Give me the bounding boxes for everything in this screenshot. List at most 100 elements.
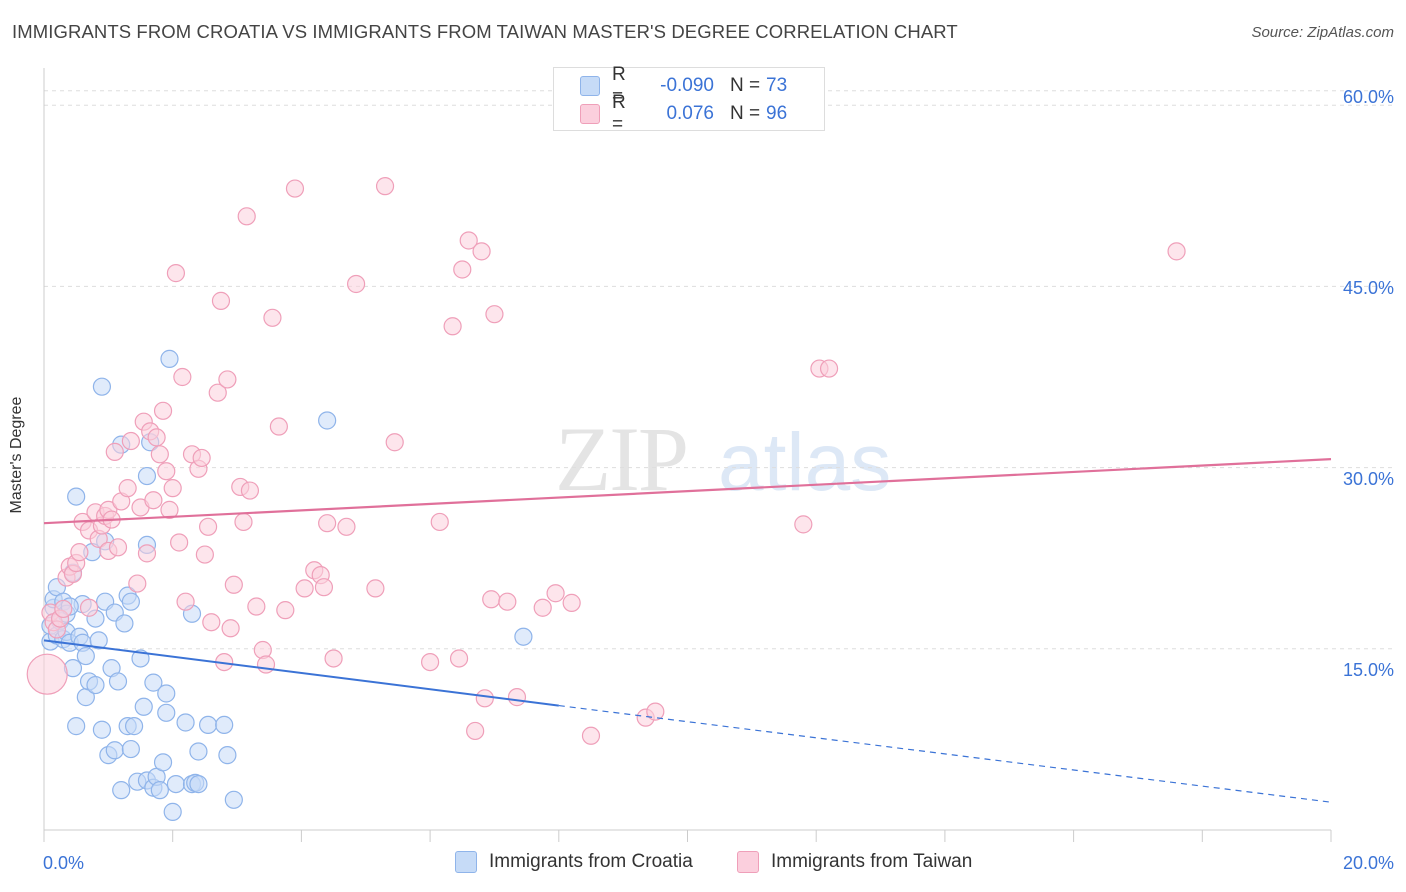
legend-n-label: N =	[730, 103, 761, 124]
data-point	[144, 673, 163, 692]
legend-n-value: 73	[766, 75, 788, 96]
data-point	[153, 401, 173, 420]
data-point	[108, 672, 128, 691]
axes	[43, 68, 1332, 842]
legend-swatch-blue	[455, 851, 477, 873]
data-point	[157, 684, 176, 703]
data-point	[208, 383, 227, 402]
data-point	[76, 646, 95, 666]
legend-r-value: 0.076	[666, 103, 714, 124]
data-point	[562, 593, 581, 612]
data-point	[276, 601, 295, 620]
data-point	[237, 207, 256, 226]
data-point	[121, 592, 140, 611]
data-point	[385, 433, 404, 452]
data-point	[449, 649, 469, 668]
data-point	[150, 445, 169, 464]
data-point	[163, 802, 182, 821]
y-tick-label: 30.0%	[1342, 469, 1394, 489]
data-point	[89, 631, 108, 650]
legend-item-croatia: Immigrants from Croatia	[455, 851, 693, 873]
data-point	[176, 713, 195, 732]
data-point	[475, 689, 494, 708]
data-point	[498, 592, 517, 611]
data-point	[134, 697, 153, 716]
data-point	[115, 614, 134, 633]
data-point	[124, 717, 144, 736]
data-point	[472, 242, 491, 261]
data-point	[92, 377, 112, 396]
data-point	[121, 739, 140, 759]
legend-r-value: -0.090	[660, 75, 714, 96]
data-point	[453, 260, 472, 279]
data-point	[189, 774, 208, 794]
data-point	[157, 703, 176, 722]
data-point	[70, 543, 89, 562]
data-point	[157, 462, 176, 481]
legend-n-label: N =	[730, 75, 761, 96]
legend-label-taiwan: Immigrants from Taiwan	[771, 851, 973, 872]
legend-label-croatia: Immigrants from Croatia	[489, 851, 693, 872]
chart-title: IMMIGRANTS FROM CROATIA VS IMMIGRANTS FR…	[12, 21, 958, 42]
data-point	[170, 533, 189, 552]
y-tick-label: 60.0%	[1342, 87, 1394, 107]
data-point	[318, 411, 337, 430]
data-point	[163, 479, 182, 498]
data-point	[105, 741, 124, 760]
data-point	[794, 515, 813, 534]
data-point	[218, 746, 237, 765]
data-point	[211, 291, 231, 310]
data-point	[459, 231, 478, 250]
data-point	[234, 512, 253, 532]
data-point	[67, 487, 86, 506]
legend-item-taiwan: Immigrants from Taiwan	[737, 851, 972, 873]
data-point	[176, 592, 195, 611]
data-point	[26, 653, 68, 695]
data-point	[105, 442, 124, 461]
data-point	[195, 545, 214, 564]
data-point	[533, 598, 552, 617]
source-label: Source: ZipAtlas.com	[1251, 24, 1394, 41]
data-point	[173, 367, 192, 387]
croatia-trend-extension	[558, 704, 1332, 803]
data-point	[581, 726, 601, 745]
data-point	[54, 599, 73, 619]
legend-n-value: 96	[766, 103, 788, 124]
data-point	[366, 579, 385, 598]
data-point	[202, 613, 221, 632]
croatia-trend-line	[43, 639, 559, 707]
data-point	[137, 544, 157, 563]
data-point	[215, 715, 234, 735]
data-point	[189, 742, 208, 761]
data-point	[421, 652, 440, 672]
data-point	[137, 466, 157, 486]
y-tick-label: 15.0%	[1342, 660, 1394, 680]
data-point	[318, 514, 337, 533]
data-point	[128, 574, 147, 593]
data-point	[263, 308, 282, 327]
legend-swatch-blue	[580, 76, 600, 96]
data-point	[118, 479, 137, 498]
data-point	[131, 649, 150, 668]
data-point	[269, 417, 288, 436]
taiwan-points	[26, 177, 1186, 745]
data-point	[224, 790, 243, 809]
data-point	[324, 649, 343, 668]
trend-lines	[43, 458, 1332, 803]
data-point	[144, 491, 163, 510]
data-point	[240, 481, 260, 500]
data-point	[346, 274, 366, 294]
data-point	[256, 655, 276, 674]
data-point	[507, 688, 527, 707]
data-point	[153, 753, 173, 772]
legend-r-label: R =	[612, 64, 626, 107]
legend-r-label: R =	[612, 92, 626, 135]
watermark-atlas: atlas	[718, 417, 891, 508]
legend-row-taiwan: R = 0.076 N = 96	[554, 92, 788, 135]
legend-row-croatia: R = -0.090 N = 73	[554, 64, 788, 107]
data-point	[79, 598, 99, 617]
data-point	[121, 431, 140, 451]
data-point	[482, 590, 501, 609]
stats-legend: R = -0.090 N = 73 R = 0.076 N = 96	[553, 64, 825, 135]
